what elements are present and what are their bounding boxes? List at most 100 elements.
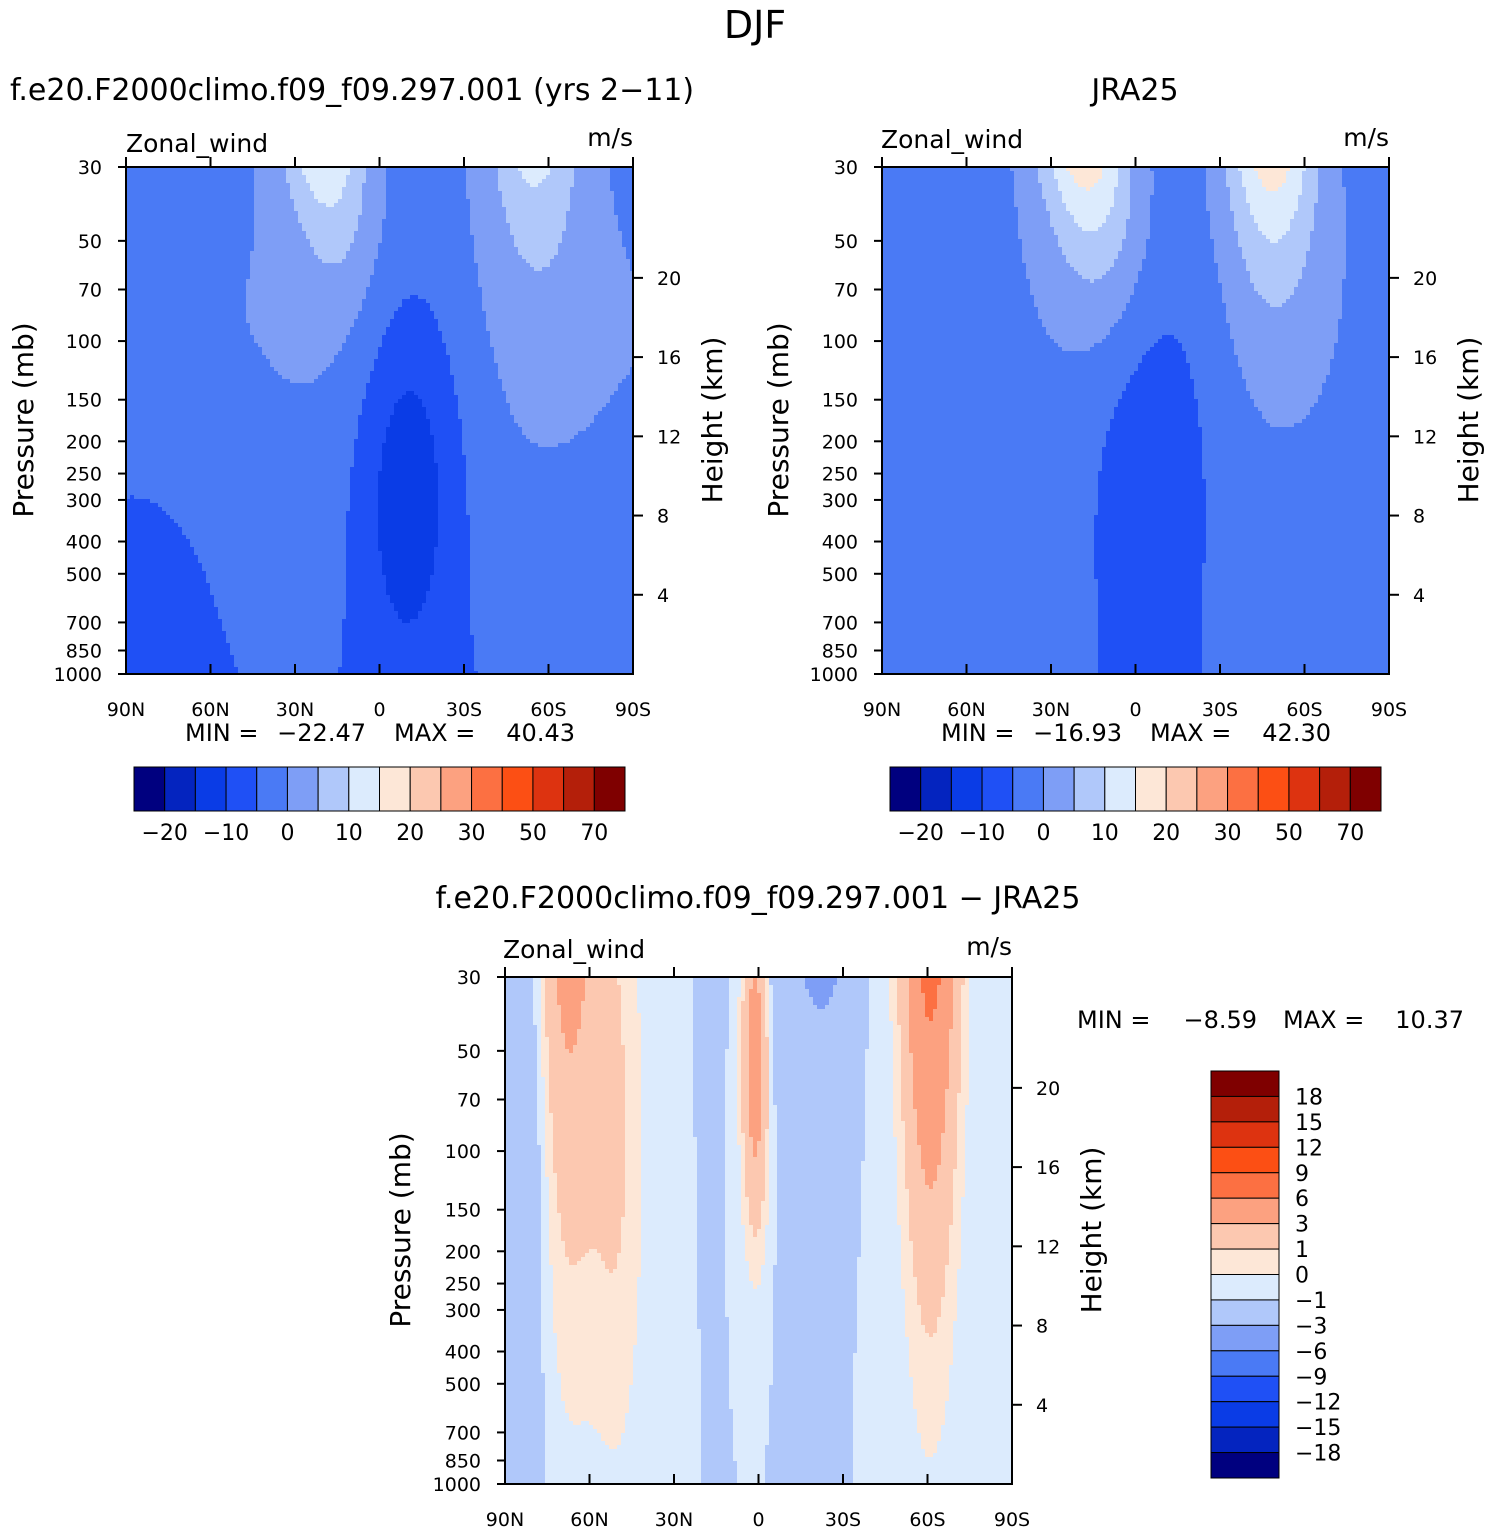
contour-cell <box>406 315 411 320</box>
contour-cell <box>274 207 279 212</box>
contour-cell <box>202 167 207 172</box>
contour-cell <box>286 211 291 216</box>
contour-cell <box>290 243 295 248</box>
contour-cell <box>198 235 203 240</box>
contour-cell <box>586 319 591 324</box>
contour-cell <box>202 191 207 196</box>
contour-cell <box>406 195 411 200</box>
contour-cell <box>274 295 279 300</box>
contour-cell <box>294 275 299 280</box>
contour-cell <box>530 263 535 268</box>
contour-cell <box>550 291 555 296</box>
contour-cell <box>438 255 443 260</box>
contour-cell <box>270 311 275 316</box>
contour-cell <box>522 223 527 228</box>
contour-cell <box>430 235 435 240</box>
contour-cell <box>198 239 203 244</box>
contour-cell <box>514 183 519 188</box>
contour-cell <box>346 239 351 244</box>
contour-cell <box>274 267 279 272</box>
contour-cell <box>258 267 263 272</box>
contour-cell <box>618 203 623 208</box>
contour-cell <box>210 263 215 268</box>
contour-cell <box>518 299 523 304</box>
contour-cell <box>246 259 251 264</box>
contour-cell <box>514 279 519 284</box>
contour-cell <box>442 219 447 224</box>
contour-cell <box>174 319 179 324</box>
contour-cell <box>342 287 347 292</box>
contour-cell <box>518 187 523 192</box>
contour-cell <box>322 219 327 224</box>
contour-cell <box>146 311 151 316</box>
contour-cell <box>422 235 427 240</box>
contour-cell <box>230 255 235 260</box>
contour-cell <box>438 311 443 316</box>
contour-cell <box>162 223 167 228</box>
contour-cell <box>542 247 547 252</box>
contour-cell <box>258 319 263 324</box>
contour-cell <box>406 171 411 176</box>
contour-cell <box>574 239 579 244</box>
contour-cell <box>378 179 383 184</box>
contour-cell <box>230 283 235 288</box>
contour-cell <box>534 167 539 172</box>
contour-cell <box>474 287 479 292</box>
contour-cell <box>390 199 395 204</box>
contour-cell <box>570 271 575 276</box>
contour-cell <box>202 179 207 184</box>
contour-cell <box>130 263 135 268</box>
contour-cell <box>402 171 407 176</box>
contour-cell <box>186 187 191 192</box>
contour-cell <box>478 223 483 228</box>
contour-cell <box>490 219 495 224</box>
contour-cell <box>342 211 347 216</box>
contour-cell <box>186 215 191 220</box>
contour-cell <box>362 175 367 180</box>
contour-cell <box>518 279 523 284</box>
contour-cell <box>414 231 419 236</box>
contour-cell <box>230 243 235 248</box>
contour-cell <box>462 227 467 232</box>
contour-cell <box>378 259 383 264</box>
contour-cell <box>538 235 543 240</box>
contour-cell <box>502 243 507 248</box>
contour-cell <box>334 267 339 272</box>
contour-cell <box>294 259 299 264</box>
contour-cell <box>418 307 423 312</box>
contour-cell <box>222 259 227 264</box>
contour-cell <box>450 255 455 260</box>
contour-cell <box>322 247 327 252</box>
contour-cell <box>422 255 427 260</box>
contour-cell <box>206 299 211 304</box>
contour-cell <box>574 279 579 284</box>
contour-cell <box>574 231 579 236</box>
contour-cell <box>246 175 251 180</box>
contour-cell <box>382 203 387 208</box>
contour-cell <box>186 231 191 236</box>
contour-cell <box>550 243 555 248</box>
contour-cell <box>210 303 215 308</box>
contour-cell <box>302 239 307 244</box>
contour-cell <box>150 171 155 176</box>
contour-cell <box>298 247 303 252</box>
contour-cell <box>374 195 379 200</box>
contour-cell <box>170 307 175 312</box>
contour-cell <box>410 207 415 212</box>
contour-cell <box>582 251 587 256</box>
contour-cell <box>194 187 199 192</box>
contour-cell <box>546 171 551 176</box>
contour-cell <box>222 179 227 184</box>
contour-cell <box>538 179 543 184</box>
contour-cell <box>186 315 191 320</box>
contour-cell <box>510 303 515 308</box>
contour-cell <box>590 179 595 184</box>
contour-cell <box>342 271 347 276</box>
contour-cell <box>314 315 319 320</box>
contour-cell <box>490 239 495 244</box>
contour-cell <box>274 227 279 232</box>
contour-cell <box>170 183 175 188</box>
contour-cell <box>450 291 455 296</box>
contour-cell <box>486 295 491 300</box>
contour-cell <box>370 231 375 236</box>
